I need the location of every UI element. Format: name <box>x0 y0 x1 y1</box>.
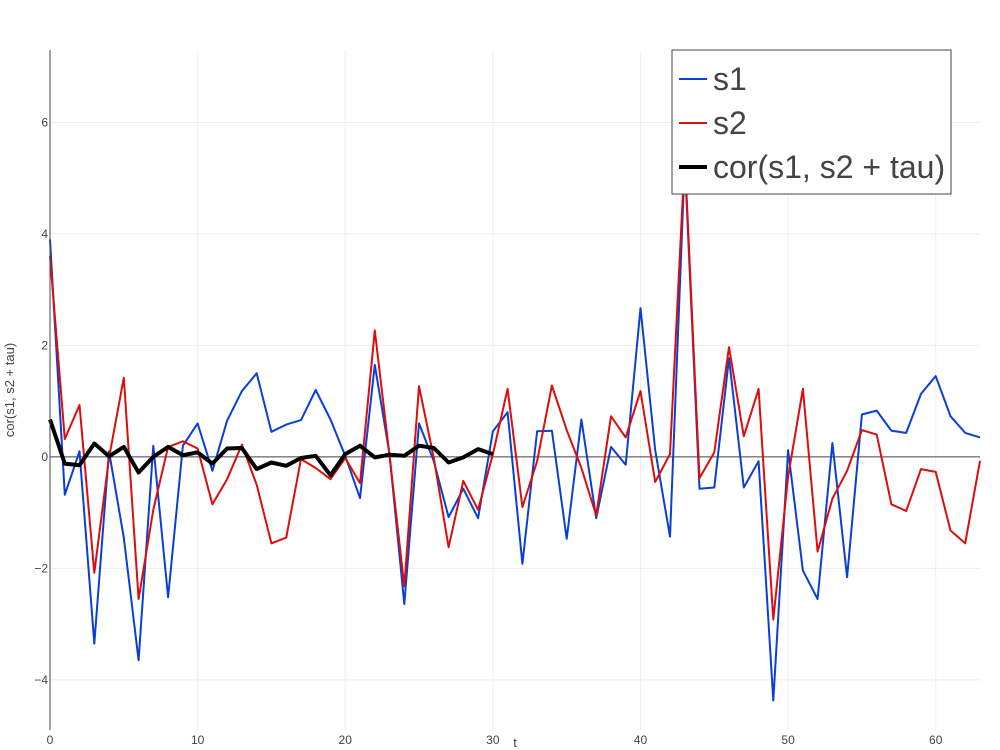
legend-box <box>671 49 952 195</box>
y-tick-label: 0 <box>41 450 48 464</box>
x-tick-labels: 0 10 20 30 40 50 60 <box>47 733 943 747</box>
x-tick-label: 30 <box>486 733 500 747</box>
x-tick-label: 0 <box>47 733 54 747</box>
y-tick-label: 4 <box>41 227 48 241</box>
series-line-2 <box>49 154 981 621</box>
x-tick-label: 60 <box>929 733 943 747</box>
y-tick-label: 6 <box>41 115 48 129</box>
legend-label: s1 <box>713 61 747 97</box>
x-axis-title: t <box>513 735 517 750</box>
series-line-1 <box>49 160 981 702</box>
legend-label: s2 <box>713 105 747 141</box>
x-tick-label: 20 <box>339 733 353 747</box>
x-tick-label: 50 <box>781 733 795 747</box>
y-tick-label: 2 <box>41 338 48 352</box>
y-axis-title: cor(s1, s2 + tau) <box>2 343 17 437</box>
series-line-3 <box>48 418 494 478</box>
y-tick-label: −4 <box>34 673 48 687</box>
x-tick-label: 10 <box>191 733 205 747</box>
x-tick-label: 40 <box>634 733 648 747</box>
y-tick-labels: −4 −2 0 2 4 6 <box>34 115 48 686</box>
legend-label: cor(s1, s2 + tau) <box>713 149 945 185</box>
legend: s1 s2 cor(s1, s2 + tau) <box>671 49 952 195</box>
y-tick-label: −2 <box>34 561 48 575</box>
plot-lines <box>48 154 981 702</box>
